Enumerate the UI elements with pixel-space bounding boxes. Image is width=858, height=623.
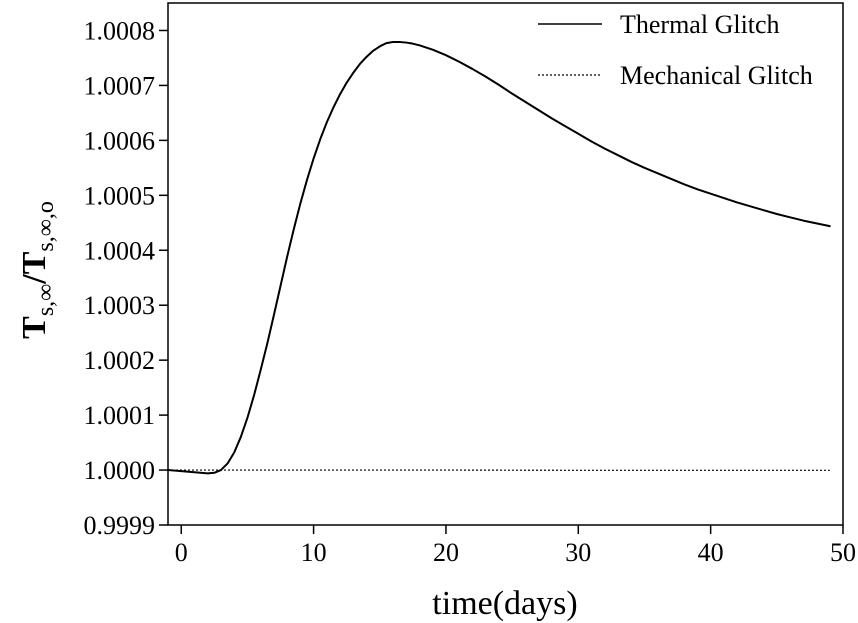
y-tick-label: 1.0003 (84, 291, 156, 320)
y-axis-title-base-2: T (16, 251, 53, 274)
y-tick-label: 0.9999 (84, 511, 156, 540)
y-tick-label: 1.0008 (84, 16, 156, 45)
legend: Thermal Glitch Mechanical Glitch (538, 10, 813, 90)
x-tick-label: 10 (301, 538, 327, 567)
x-axis-ticks: 0 10 20 30 40 50 (175, 525, 856, 567)
x-tick-label: 40 (698, 538, 724, 567)
series-layer (167, 41, 831, 475)
y-tick-label: 1.0005 (84, 181, 156, 210)
legend-label-mechanical-glitch: Mechanical Glitch (620, 61, 813, 90)
y-axis-title-sub1: s,∞ (33, 284, 59, 316)
legend-label-thermal-glitch: Thermal Glitch (620, 10, 780, 39)
plot-frame (167, 2, 844, 526)
y-axis-title-base: T (16, 316, 53, 339)
y-tick-label: 1.0004 (84, 236, 156, 265)
x-tick-label: 20 (433, 538, 459, 567)
series-line-thermal-glitch (167, 41, 831, 475)
x-tick-label: 50 (830, 538, 856, 567)
y-tick-label: 1.0001 (84, 401, 156, 430)
x-axis-title: time(days) (432, 585, 577, 622)
y-tick-label: 1.0007 (84, 71, 156, 100)
y-axis-title: Ts,∞/Ts,∞,o (16, 201, 59, 339)
x-tick-label: 0 (175, 538, 188, 567)
y-axis-title-slash: / (16, 274, 53, 285)
y-axis-ticks: 0.9999 1.0000 1.0001 1.0002 1.0003 1.0004 1.00… (84, 16, 168, 540)
y-tick-label: 1.0000 (84, 456, 156, 485)
y-tick-label: 1.0002 (84, 346, 156, 375)
y-tick-label: 1.0006 (84, 126, 156, 155)
x-tick-label: 30 (565, 538, 591, 567)
y-axis-title-sub2: s,∞,o (33, 201, 59, 251)
